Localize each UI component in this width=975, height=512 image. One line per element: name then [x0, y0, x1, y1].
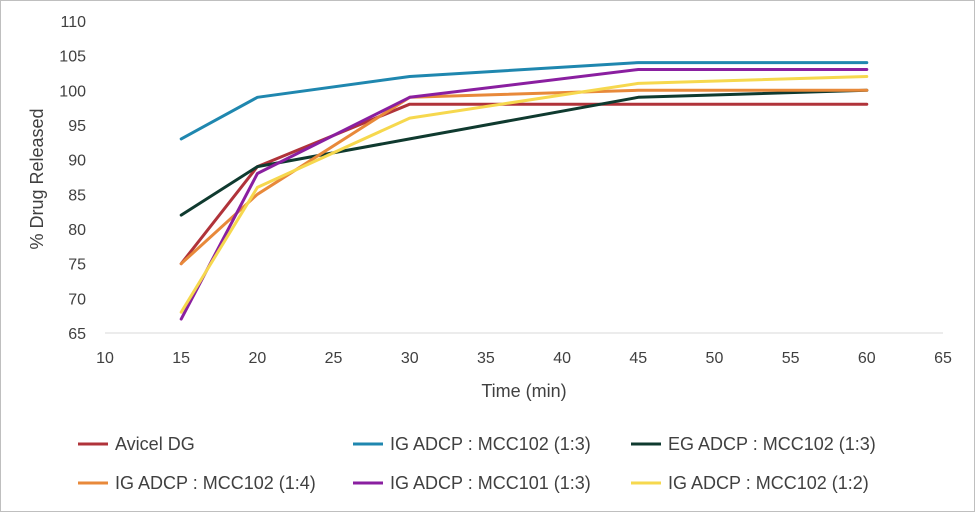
y-tick-label: 95 — [68, 118, 86, 135]
x-tick-label: 10 — [96, 350, 114, 367]
y-tick-label: 105 — [59, 49, 86, 66]
x-tick-label: 45 — [629, 350, 647, 367]
x-tick-label: 50 — [706, 350, 724, 367]
series-line — [179, 75, 869, 314]
x-tick-label: 65 — [934, 350, 952, 367]
y-tick-label: 70 — [68, 291, 86, 308]
legend-label: IG ADCP : MCC102 (1:3) — [390, 434, 591, 454]
legend: Avicel DG IG ADCP : MCC102 (1:3) EG ADCP :… — [78, 434, 876, 493]
y-tick-label: 80 — [68, 222, 86, 239]
y-tick-label: 100 — [59, 83, 86, 100]
x-tick-label: 55 — [782, 350, 800, 367]
y-tick-label: 85 — [68, 187, 86, 204]
x-tick-label: 30 — [401, 350, 419, 367]
x-axis-title: Time (min) — [481, 381, 566, 401]
y-axis-ticks: 65 70 75 80 85 90 95 100 105 110 — [59, 14, 86, 343]
x-tick-label: 15 — [172, 350, 190, 367]
x-tick-label: 25 — [325, 350, 343, 367]
x-tick-label: 40 — [553, 350, 571, 367]
legend-label: IG ADCP : MCC101 (1:3) — [390, 473, 591, 493]
y-tick-label: 90 — [68, 153, 86, 170]
x-tick-label: 60 — [858, 350, 876, 367]
series-line — [179, 88, 869, 266]
series-lines — [179, 61, 869, 321]
legend-label: IG ADCP : MCC102 (1:2) — [668, 473, 869, 493]
y-axis-title: % Drug Released — [27, 108, 47, 249]
y-tick-label: 75 — [68, 257, 86, 274]
series-line — [179, 102, 869, 266]
series-line — [179, 68, 869, 321]
legend-label: EG ADCP : MCC102 (1:3) — [668, 434, 876, 454]
y-tick-label: 65 — [68, 326, 86, 343]
x-tick-label: 35 — [477, 350, 495, 367]
y-tick-label: 110 — [60, 14, 86, 31]
x-tick-label: 20 — [248, 350, 266, 367]
series-line — [179, 88, 869, 217]
legend-label: Avicel DG — [115, 434, 195, 454]
legend-label: IG ADCP : MCC102 (1:4) — [115, 473, 316, 493]
series-line — [179, 61, 869, 141]
x-axis-ticks: 10 15 20 25 30 35 40 45 50 55 60 65 — [96, 350, 952, 367]
